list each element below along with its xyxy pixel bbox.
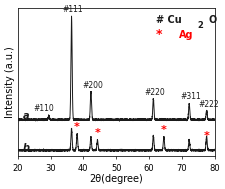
Text: b: b [22, 143, 29, 153]
Text: Ag: Ag [179, 30, 194, 40]
Text: #200: #200 [82, 81, 103, 90]
Text: #220: #220 [145, 88, 165, 97]
X-axis label: 2θ(degree): 2θ(degree) [89, 174, 143, 184]
Text: O: O [209, 15, 217, 25]
Text: *: * [161, 125, 167, 135]
Text: #222: #222 [198, 100, 218, 109]
Text: 2: 2 [197, 21, 203, 30]
Text: *: * [94, 128, 100, 138]
Text: *: * [74, 122, 80, 132]
Text: a: a [22, 111, 29, 121]
Text: *: * [204, 131, 209, 141]
Text: *: * [156, 28, 162, 41]
Y-axis label: Intensity (a.u.): Intensity (a.u.) [5, 46, 15, 118]
Text: #111: #111 [63, 5, 83, 14]
Text: # Cu: # Cu [156, 15, 181, 25]
Text: #311: #311 [180, 92, 201, 101]
Text: #110: #110 [34, 105, 54, 113]
